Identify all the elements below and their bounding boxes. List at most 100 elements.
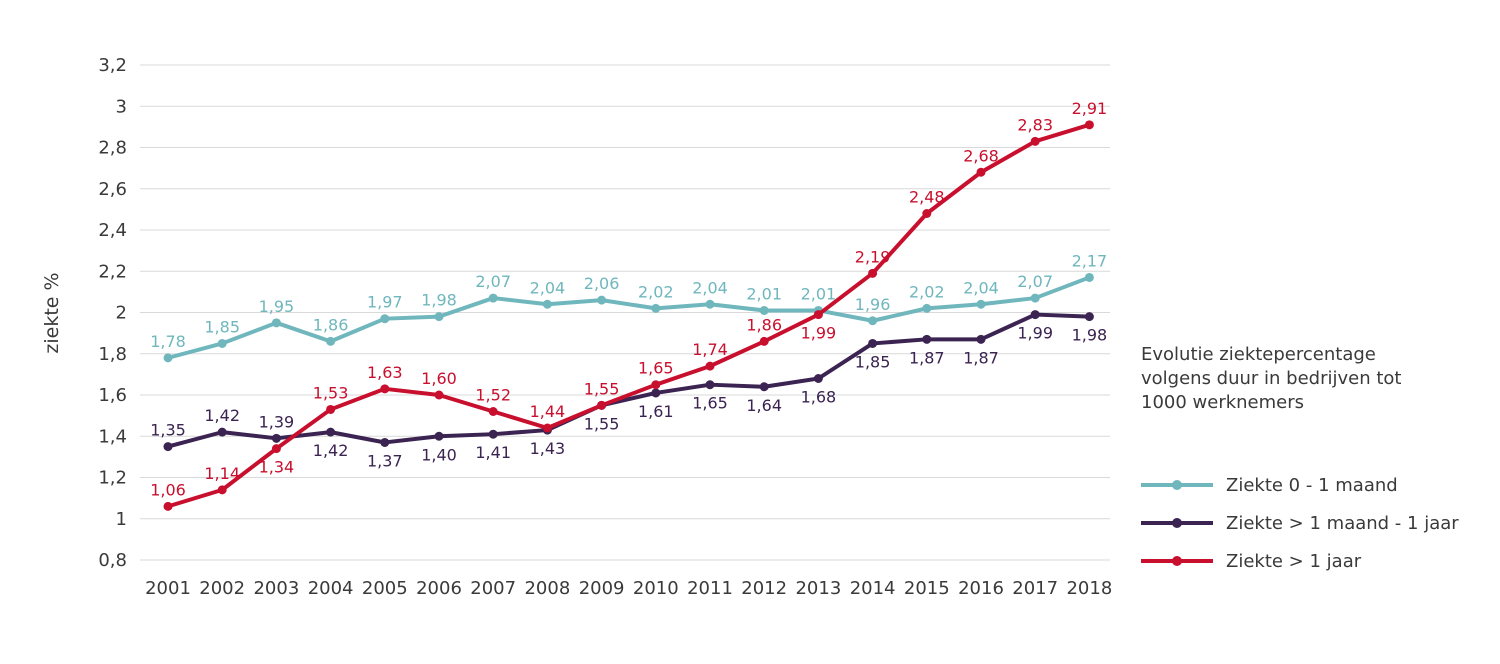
legend-item-1-maand-1-jaar: Ziekte > 1 maand - 1 jaar <box>1141 504 1491 542</box>
data-point <box>271 318 281 328</box>
data-point <box>1030 293 1040 303</box>
y-tick-label: 0,8 <box>98 550 127 571</box>
legend-swatch <box>1141 551 1213 571</box>
data-label: 1,14 <box>204 464 240 483</box>
legend-swatch <box>1141 475 1213 495</box>
data-label: 1,43 <box>530 439 566 458</box>
legend-marker <box>1172 556 1182 566</box>
x-tick-label: 2009 <box>579 578 625 599</box>
data-point <box>217 338 227 348</box>
series-line <box>166 275 1092 360</box>
legend-item-0-1-maand: Ziekte 0 - 1 maand <box>1141 466 1491 504</box>
series-line <box>166 312 1092 449</box>
data-point <box>542 299 552 309</box>
data-label: 2,91 <box>1072 99 1108 118</box>
y-tick-label: 1,8 <box>98 344 127 365</box>
x-tick-label: 2015 <box>904 578 950 599</box>
y-tick-label: 2,2 <box>98 261 127 282</box>
data-point <box>597 400 607 410</box>
y-tick-label: 2,6 <box>98 179 127 200</box>
y-tick-label: 1 <box>116 509 127 530</box>
data-label: 1,63 <box>367 363 403 382</box>
data-point <box>380 314 390 324</box>
x-tick-label: 2010 <box>633 578 679 599</box>
data-label: 1,86 <box>746 315 782 334</box>
data-label: 1,44 <box>530 402 566 421</box>
x-tick-label: 2018 <box>1066 578 1112 599</box>
data-point <box>597 295 607 305</box>
chart-title: Evolutie ziektepercentage volgens duur i… <box>1141 344 1402 413</box>
data-label: 2,48 <box>909 188 945 207</box>
data-label: 1,53 <box>313 383 349 402</box>
data-point <box>271 433 281 443</box>
data-label: 2,04 <box>692 278 728 297</box>
data-label: 2,83 <box>1017 115 1053 134</box>
y-tick-label: 2,4 <box>98 220 127 241</box>
data-point <box>922 303 932 313</box>
x-tick-label: 2013 <box>795 578 841 599</box>
data-point <box>759 336 769 346</box>
data-point <box>813 310 823 320</box>
data-label: 1,42 <box>313 441 349 460</box>
y-axis-ticks: 0,8 1 1,2 1,4 1,6 1,8 2 2,2 2,4 2,6 2,8 3 3,2 <box>98 55 127 571</box>
data-point <box>705 361 715 371</box>
y-tick-label: 1,4 <box>98 426 127 447</box>
data-label: 1,68 <box>801 388 837 407</box>
data-label: 2,01 <box>801 284 837 303</box>
x-tick-label: 2004 <box>308 578 354 599</box>
data-label: 1,65 <box>692 394 728 413</box>
data-label: 2,02 <box>909 282 945 301</box>
data-label: 2,02 <box>638 282 674 301</box>
data-label: 2,17 <box>1072 251 1108 270</box>
data-label: 1,55 <box>584 414 620 433</box>
data-point <box>163 442 173 452</box>
data-point <box>1084 120 1094 130</box>
data-point <box>1084 272 1094 282</box>
data-point <box>651 388 661 398</box>
x-tick-label: 2011 <box>687 578 733 599</box>
data-label: 1,85 <box>855 352 891 371</box>
data-label: 1,95 <box>259 297 295 316</box>
data-label: 1,06 <box>150 480 186 499</box>
data-labels: 1,78 1,85 1,95 1,86 1,97 1,98 2,07 2,04 2,06 2,02… <box>150 99 1107 500</box>
data-point <box>1084 312 1094 322</box>
x-tick-label: 2007 <box>470 578 516 599</box>
data-label: 1,86 <box>313 315 349 334</box>
data-point <box>922 209 932 218</box>
x-tick-label: 2001 <box>145 578 191 599</box>
data-point <box>326 336 336 346</box>
series-layer <box>163 120 1094 511</box>
x-tick-label: 2014 <box>850 578 896 599</box>
data-point <box>759 382 769 392</box>
legend: Ziekte 0 - 1 maand Ziekte > 1 maand - 1 … <box>1141 466 1491 580</box>
legend-label: Ziekte > 1 jaar <box>1226 550 1362 572</box>
data-label: 1,64 <box>746 396 782 415</box>
x-tick-label: 2008 <box>524 578 570 599</box>
data-point <box>705 380 715 390</box>
legend-label: Ziekte 0 - 1 maand <box>1226 474 1398 496</box>
x-tick-label: 2012 <box>741 578 787 599</box>
data-label: 2,06 <box>584 274 620 293</box>
data-label: 1,41 <box>475 443 511 462</box>
data-point <box>922 334 932 344</box>
data-label: 1,96 <box>855 295 891 314</box>
data-label: 1,65 <box>638 359 674 378</box>
data-label: 1,61 <box>638 402 674 421</box>
y-tick-label: 3 <box>116 96 127 117</box>
data-label: 1,60 <box>421 369 457 388</box>
data-label: 2,01 <box>746 284 782 303</box>
data-point <box>380 384 390 394</box>
data-point <box>976 167 986 177</box>
data-point <box>488 429 498 439</box>
data-point <box>705 299 715 309</box>
x-tick-label: 2003 <box>253 578 299 599</box>
data-label: 1,55 <box>584 379 620 398</box>
data-label: 1,97 <box>367 293 403 312</box>
data-point <box>542 423 552 433</box>
data-point <box>326 427 336 437</box>
x-tick-label: 2002 <box>199 578 245 599</box>
data-point <box>868 316 878 326</box>
data-label: 1,52 <box>475 386 511 405</box>
data-label: 1,42 <box>204 406 240 425</box>
data-point <box>163 353 173 363</box>
